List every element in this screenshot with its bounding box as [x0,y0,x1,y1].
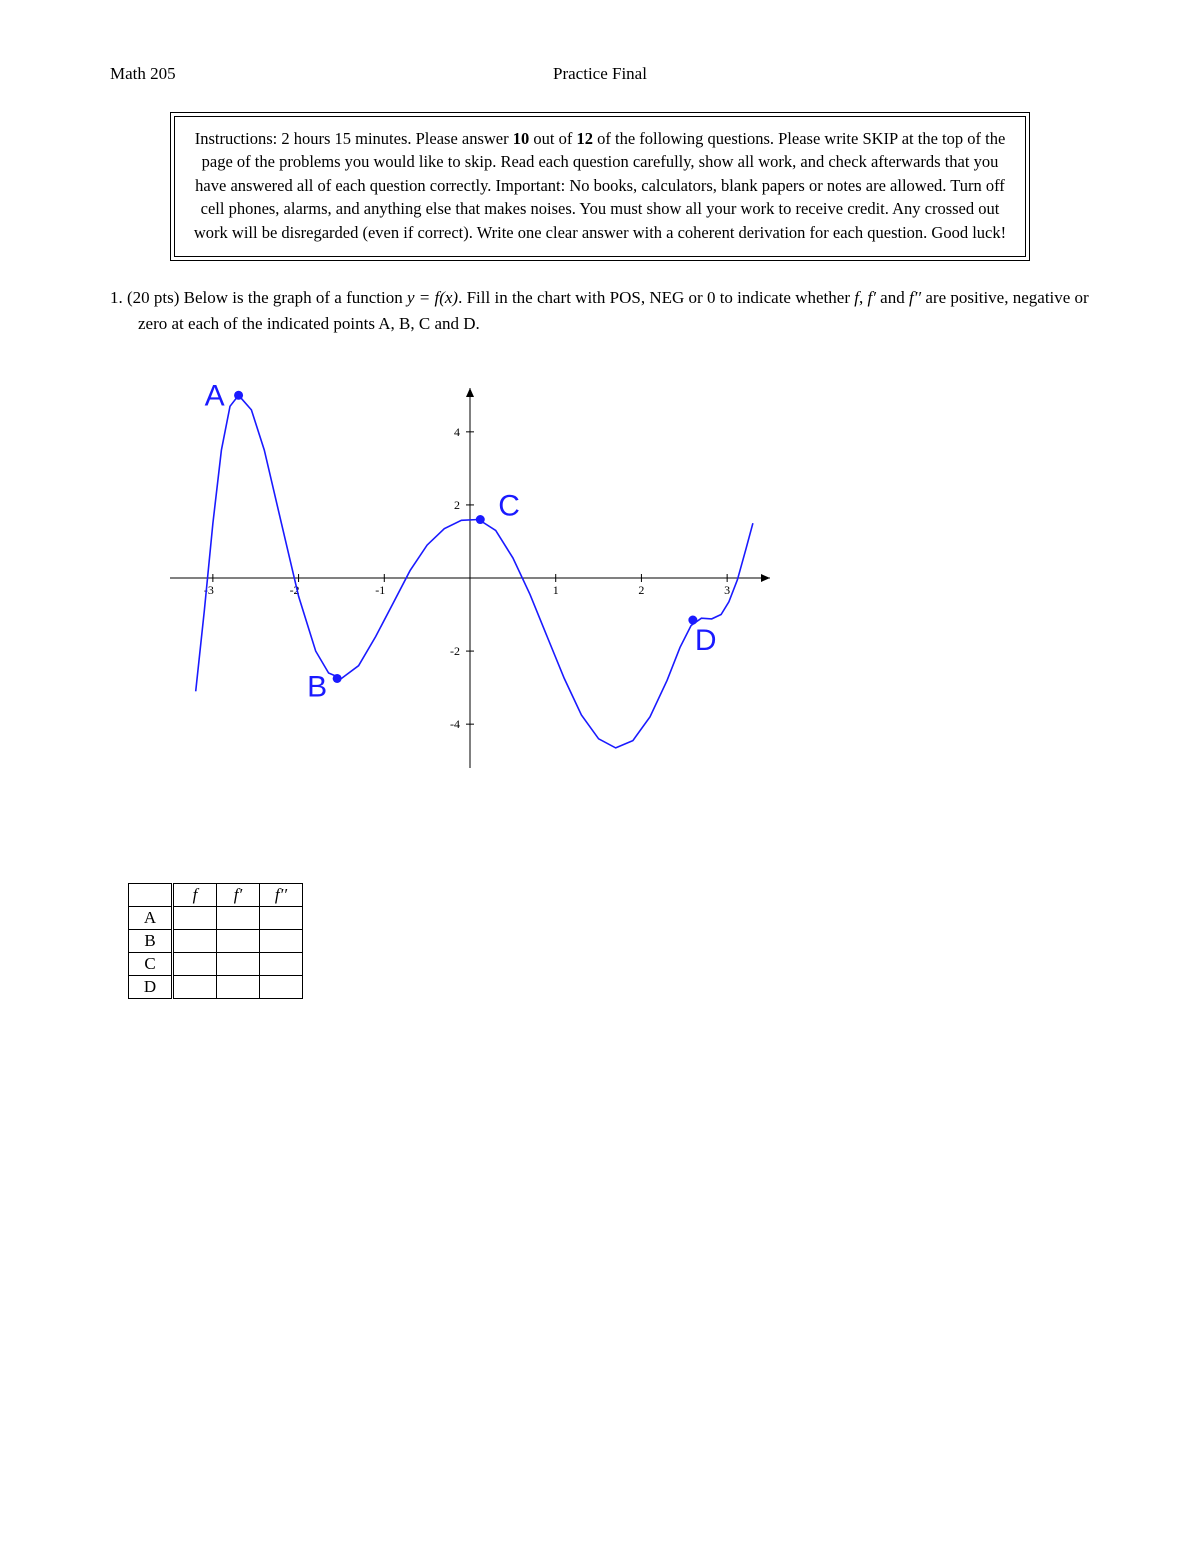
answer-table-wrap: ff′f′′ A B C D [128,883,1090,999]
svg-text:-4: -4 [450,717,460,731]
answer-cell [260,953,303,976]
answer-cell [173,953,217,976]
question-number: 1. [110,288,123,307]
q-text: and [876,288,909,307]
instructions-text: Instructions: 2 hours 15 minutes. Please… [174,116,1026,257]
header-left: Math 205 [110,64,176,84]
answer-cell [173,907,217,930]
page: Math 205 Practice Final Instructions: 2 … [0,0,1200,1553]
q-text: Below is the graph of a function [179,288,407,307]
svg-text:C: C [498,490,520,523]
question-1: 1. (20 pts) Below is the graph of a func… [110,285,1090,336]
svg-text:1: 1 [553,583,559,597]
row-label: C [129,953,173,976]
function-graph: -3-2-1123-4-224ABCD [150,368,1090,793]
col-header: f [173,884,217,907]
answer-cell [260,907,303,930]
svg-text:B: B [307,671,327,704]
page-header: Math 205 Practice Final [110,64,1090,84]
instructions-box: Instructions: 2 hours 15 minutes. Please… [170,112,1030,261]
svg-text:4: 4 [454,425,460,439]
table-corner [129,884,173,907]
answer-cell [217,976,260,999]
svg-text:2: 2 [638,583,644,597]
svg-text:-1: -1 [375,583,385,597]
answer-table: ff′f′′ A B C D [128,883,303,999]
instr-bold-12: 12 [576,129,593,148]
col-header: f′′ [260,884,303,907]
answer-cell [173,976,217,999]
answer-cell [260,930,303,953]
answer-cell [173,930,217,953]
instr-part: out of [529,129,576,148]
q-fpp: f′′ [909,288,921,307]
answer-cell [217,953,260,976]
row-label: A [129,907,173,930]
header-right-spacer [1086,64,1090,84]
row-label: B [129,930,173,953]
svg-text:A: A [205,379,225,412]
svg-text:3: 3 [724,583,730,597]
q-eq: y = f(x) [407,288,458,307]
svg-text:-2: -2 [450,644,460,658]
answer-cell [217,930,260,953]
col-header: f′ [217,884,260,907]
question-points: (20 pts) [127,288,179,307]
q-fprime: f′ [867,288,875,307]
header-center: Practice Final [0,64,1200,84]
row-label: D [129,976,173,999]
graph-svg: -3-2-1123-4-224ABCD [150,368,790,788]
svg-text:D: D [695,624,717,657]
instr-part: Instructions: 2 hours 15 minutes. Please… [195,129,513,148]
q-text: . Fill in the chart with POS, NEG or 0 t… [458,288,854,307]
answer-cell [260,976,303,999]
svg-text:2: 2 [454,498,460,512]
instr-bold-10: 10 [513,129,530,148]
answer-cell [217,907,260,930]
